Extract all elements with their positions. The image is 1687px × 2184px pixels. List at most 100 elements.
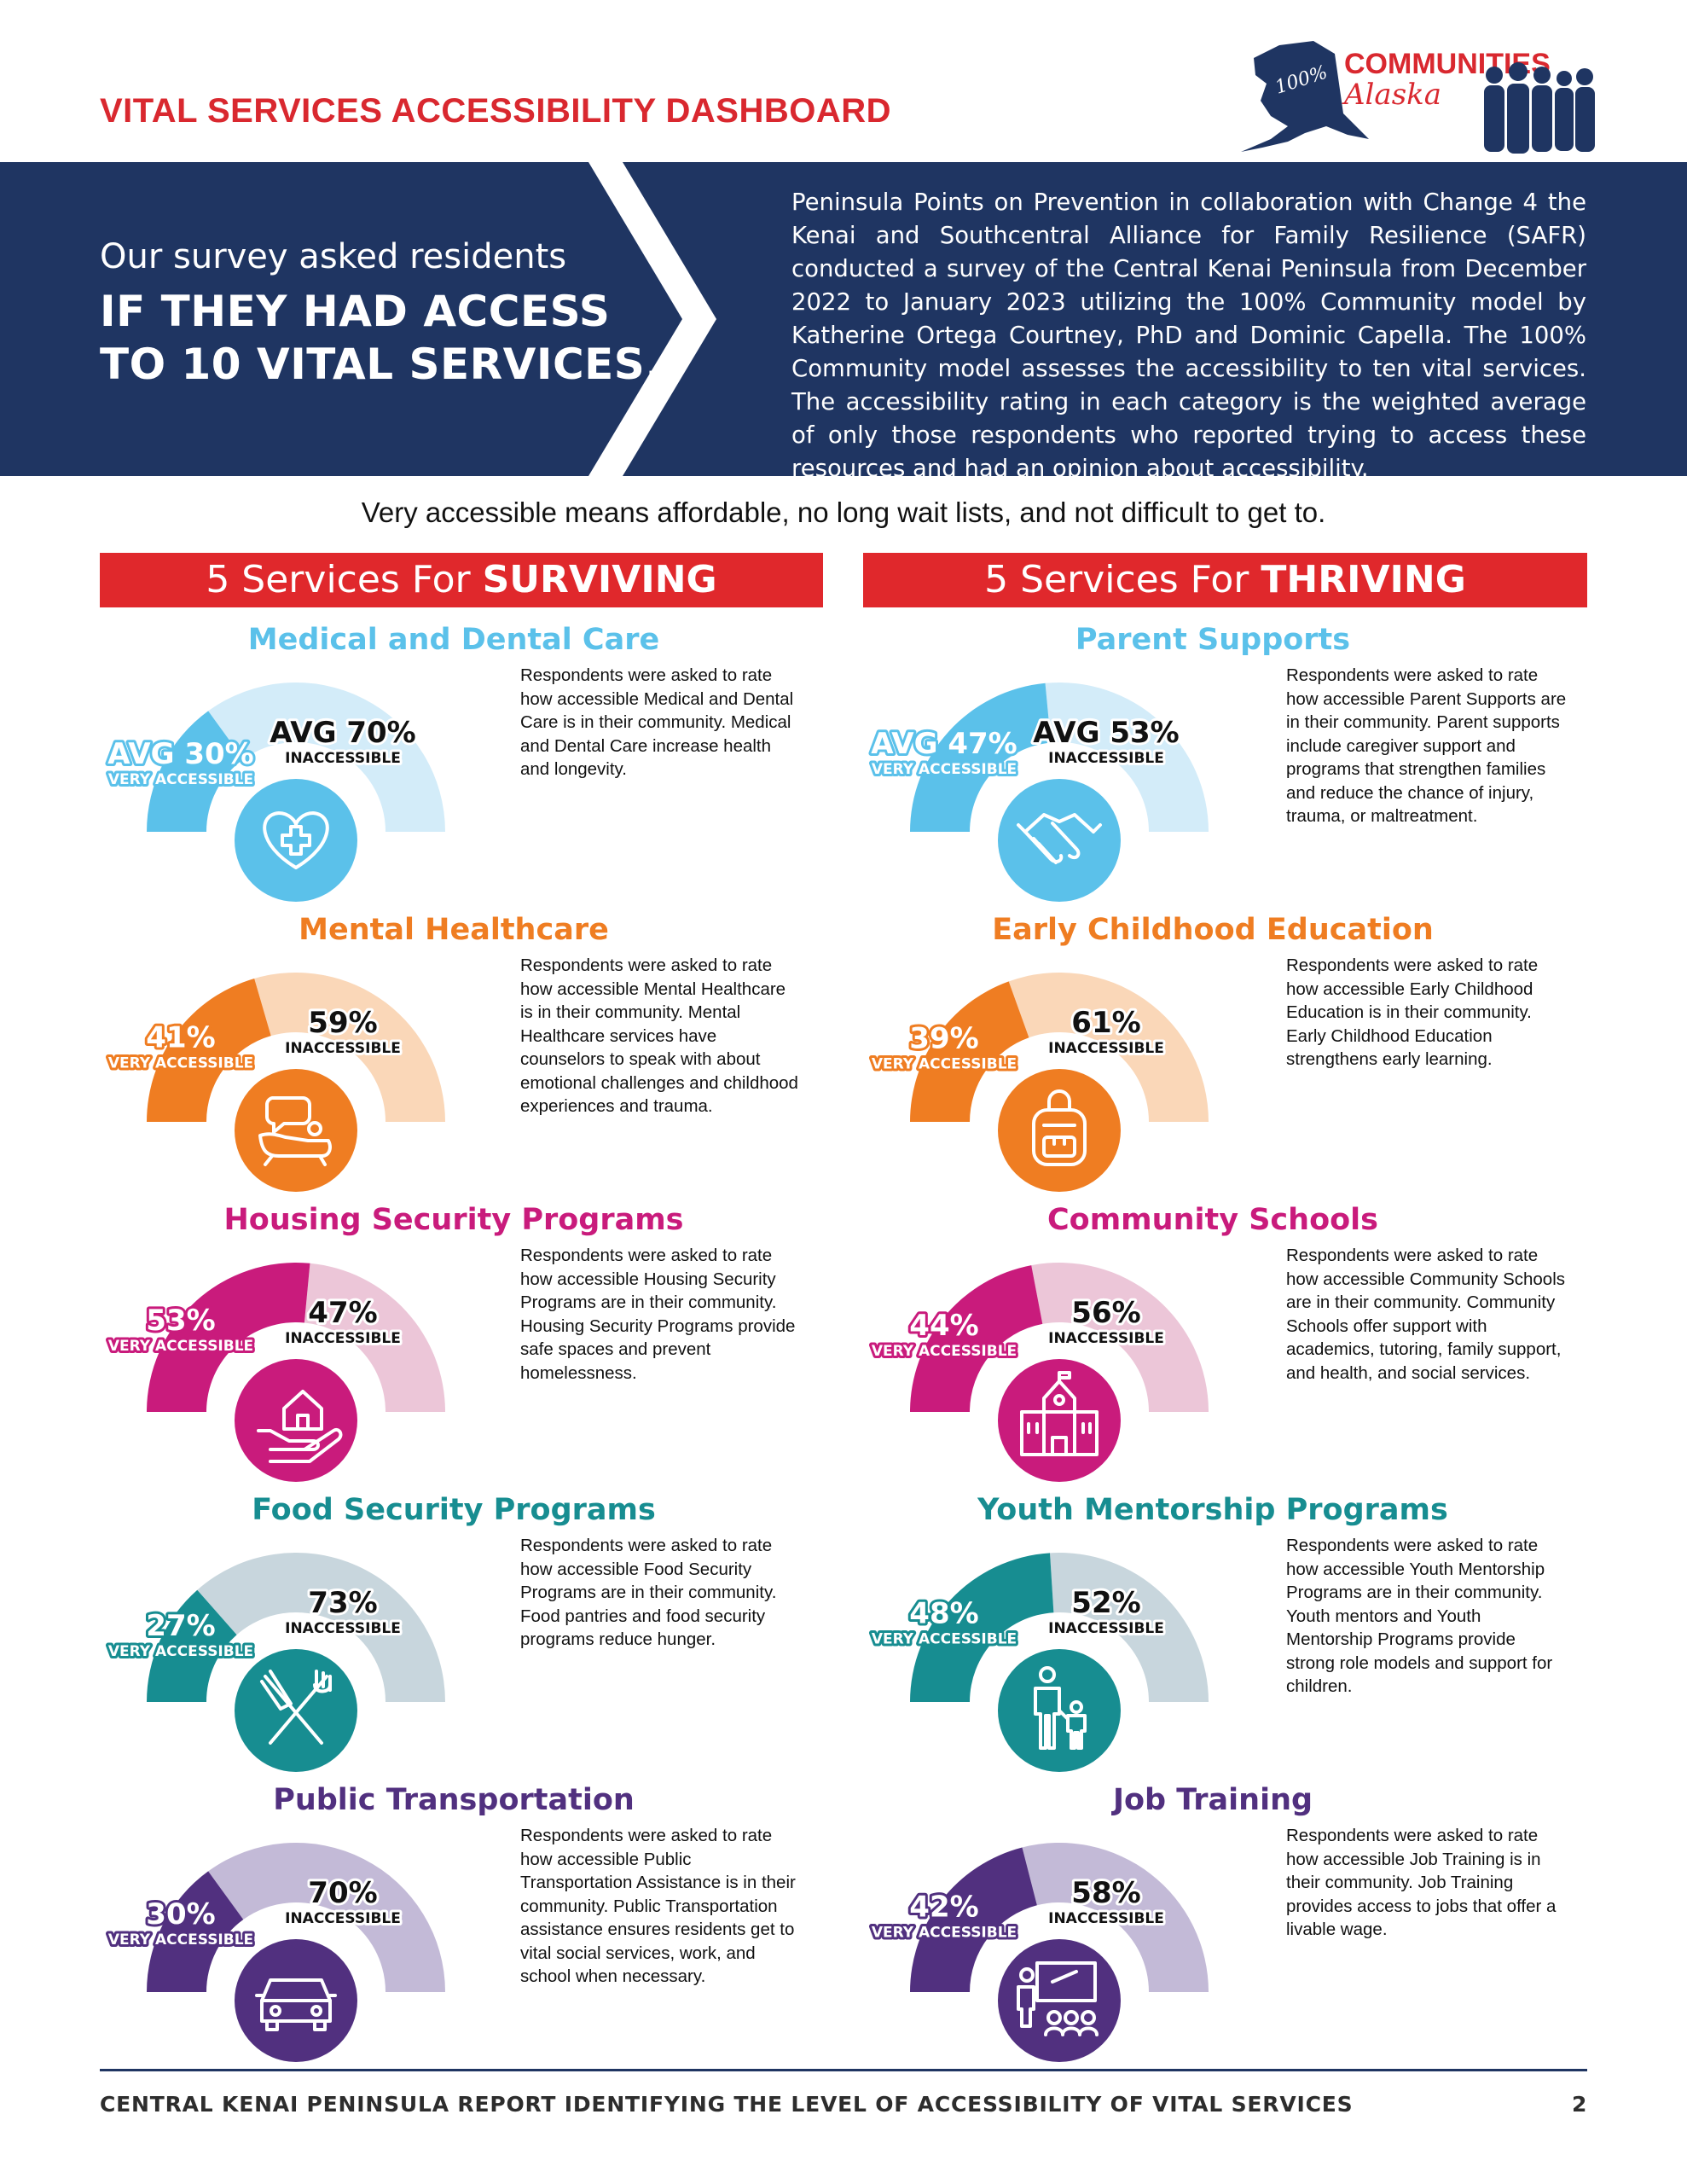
- inaccessible-arc: [1008, 973, 1209, 1122]
- card-title: Public Transportation: [273, 1783, 635, 1817]
- inaccessible-value: 56%: [1071, 1296, 1140, 1330]
- service-card: Mental Healthcare 41% VERY ACCESSIBLE 59% IN…: [100, 913, 867, 1194]
- very-accessible-arc: [147, 978, 271, 1122]
- schoolhouse-icon: [1020, 1371, 1099, 1456]
- inaccessible-value: 73%: [308, 1586, 377, 1620]
- very-accessible-value: 30%: [146, 1897, 215, 1931]
- very-accessible-arc: [910, 682, 1052, 832]
- very-accessible-arc: [910, 1553, 1054, 1702]
- card-title: Medical and Dental Care: [247, 623, 660, 657]
- counseling-couch-icon: [258, 1096, 332, 1166]
- very-accessible-label: VERY ACCESSIBLE: [108, 1643, 253, 1660]
- service-card: Housing Security Programs 53% VERY ACCESSI…: [100, 1203, 867, 1484]
- very-accessible-value: 44%: [909, 1309, 978, 1343]
- inaccessible-arc: [1050, 1553, 1209, 1702]
- card-title: Youth Mentorship Programs: [977, 1493, 1448, 1527]
- accessibility-gauge: AVG 30%VERY ACCESSIBLE AVG 70%INACCESSIBL…: [105, 682, 445, 902]
- classroom-icon: [1017, 1961, 1099, 2036]
- card-title: Parent Supports: [1075, 623, 1351, 657]
- very-accessible-label: VERY ACCESSIBLE: [108, 1931, 253, 1949]
- card-title: Mental Healthcare: [299, 913, 609, 947]
- fork-knife-icon: [260, 1670, 332, 1745]
- card-description: Respondents were asked to rate how acces…: [520, 665, 794, 779]
- card-title: Housing Security Programs: [223, 1203, 684, 1237]
- accessibility-gauge: AVG 47%VERY ACCESSIBLE AVG 53%INACCESSIBL…: [868, 682, 1209, 902]
- card-description: Respondents were asked to rate how acces…: [1286, 1826, 1557, 1939]
- adult-and-child-icon: [1034, 1666, 1087, 1750]
- communities-alaska-logo: 100% COMMUNITIES Alaska: [1241, 41, 1595, 154]
- accessibility-gauge: 44%VERY ACCESSIBLE 56%INACCESSIBLE: [869, 1263, 1209, 1482]
- handshake-icon: [1017, 813, 1102, 864]
- accessibility-gauge: 42%VERY ACCESSIBLE 58%INACCESSIBLE: [869, 1843, 1209, 2062]
- accessibility-gauge: 39%VERY ACCESSIBLE 61%INACCESSIBLE: [869, 973, 1209, 1192]
- accessibility-gauge: 27%VERY ACCESSIBLE 73%INACCESSIBLE: [106, 1553, 445, 1772]
- service-card: Early Childhood Education 39% VERY ACCESSI…: [863, 913, 1631, 1194]
- service-card: Medical and Dental Care AVG 30% VERY ACCES…: [100, 623, 867, 904]
- inaccessible-value: 70%: [308, 1876, 377, 1910]
- inaccessible-label: INACCESSIBLE: [285, 1330, 401, 1347]
- card-description: Respondents were asked to rate how acces…: [520, 1536, 777, 1649]
- inaccessible-label: INACCESSIBLE: [1048, 1040, 1164, 1057]
- card-description: Respondents were asked to rate how acces…: [520, 1246, 796, 1383]
- card-description: Respondents were asked to rate how acces…: [1286, 1536, 1553, 1696]
- banner-headline-1: IF THEY HAD ACCESS: [100, 287, 611, 336]
- house-in-hand-icon: [257, 1390, 343, 1463]
- very-accessible-value: 41%: [146, 1020, 215, 1054]
- very-accessible-value: 42%: [909, 1891, 978, 1925]
- card-title: Job Training: [1112, 1783, 1313, 1817]
- card-title: Food Security Programs: [252, 1493, 656, 1527]
- very-accessible-arc: [910, 1265, 1043, 1412]
- inaccessible-label: INACCESSIBLE: [1048, 1620, 1164, 1637]
- very-accessible-label: VERY ACCESSIBLE: [872, 1630, 1017, 1647]
- icon-badge: [235, 779, 357, 902]
- card-description: Respondents were asked to rate how acces…: [1286, 956, 1539, 1069]
- very-accessible-value: 48%: [909, 1596, 978, 1630]
- inaccessible-value: 52%: [1071, 1586, 1140, 1620]
- thriving-section-header: 5 Services For THRIVING: [863, 553, 1587, 607]
- inaccessible-arc: [197, 1553, 445, 1702]
- very-accessible-label: VERY ACCESSIBLE: [108, 1338, 253, 1355]
- inaccessible-arc: [1045, 682, 1209, 832]
- inaccessible-value: 58%: [1071, 1876, 1140, 1910]
- icon-badge: [998, 779, 1121, 902]
- alaska-map-shape: [1241, 41, 1369, 152]
- icon-badge: [998, 1359, 1121, 1482]
- very-accessible-label: VERY ACCESSIBLE: [872, 1925, 1017, 1942]
- service-card: Public Transportation 30% VERY ACCESSIBLE 7…: [100, 1783, 867, 2065]
- inaccessible-arc: [304, 1263, 445, 1412]
- page-number: 2: [1572, 2092, 1587, 2117]
- banner-subtitle: Our survey asked residents: [100, 237, 567, 276]
- card-title: Early Childhood Education: [992, 913, 1434, 947]
- card-description: Respondents were asked to rate how acces…: [1286, 1246, 1565, 1383]
- very-accessible-label: VERY ACCESSIBLE: [872, 1056, 1017, 1073]
- inaccessible-label: INACCESSIBLE: [1048, 1330, 1164, 1347]
- very-accessible-value: 53%: [146, 1304, 215, 1338]
- banner-body: Peninsula Points on Prevention in collab…: [791, 189, 1586, 482]
- inaccessible-label: INACCESSIBLE: [285, 750, 401, 767]
- inaccessible-label: INACCESSIBLE: [1048, 1910, 1164, 1927]
- inaccessible-arc: [1031, 1263, 1209, 1412]
- very-accessible-arc: [147, 1871, 244, 1992]
- icon-badge: [235, 1069, 357, 1192]
- medical-cross-heart-icon: [263, 811, 329, 869]
- card-title: Community Schools: [1046, 1203, 1379, 1237]
- card-description: Respondents were asked to rate how acces…: [1286, 665, 1567, 826]
- intro-banner: Our survey asked residents IF THEY HAD A…: [0, 162, 1687, 482]
- inaccessible-arc: [254, 973, 445, 1122]
- inaccessible-arc: [208, 1843, 445, 1992]
- very-accessible-label: VERY ACCESSIBLE: [108, 1054, 253, 1072]
- accessibility-gauge: 53%VERY ACCESSIBLE 47%INACCESSIBLE: [106, 1263, 445, 1482]
- very-accessible-label: VERY ACCESSIBLE: [872, 1343, 1017, 1360]
- service-card: Job Training 42% VERY ACCESSIBLE 58% INACCES…: [863, 1783, 1631, 2065]
- inaccessible-value: 59%: [308, 1006, 377, 1040]
- service-card: Community Schools 44% VERY ACCESSIBLE 56% IN…: [863, 1203, 1631, 1484]
- very-accessible-value: 39%: [909, 1022, 978, 1056]
- very-accessible-value: AVG 47%: [871, 727, 1017, 761]
- very-accessible-value: AVG 30%: [107, 737, 253, 771]
- accessibility-definition: Very accessible means affordable, no lon…: [361, 497, 1326, 528]
- inaccessible-value: 61%: [1071, 1006, 1140, 1040]
- inaccessible-arc: [1022, 1843, 1209, 1992]
- inaccessible-label: INACCESSIBLE: [285, 1910, 401, 1927]
- very-accessible-value: 27%: [146, 1609, 215, 1643]
- very-accessible-arc: [910, 1847, 1037, 1992]
